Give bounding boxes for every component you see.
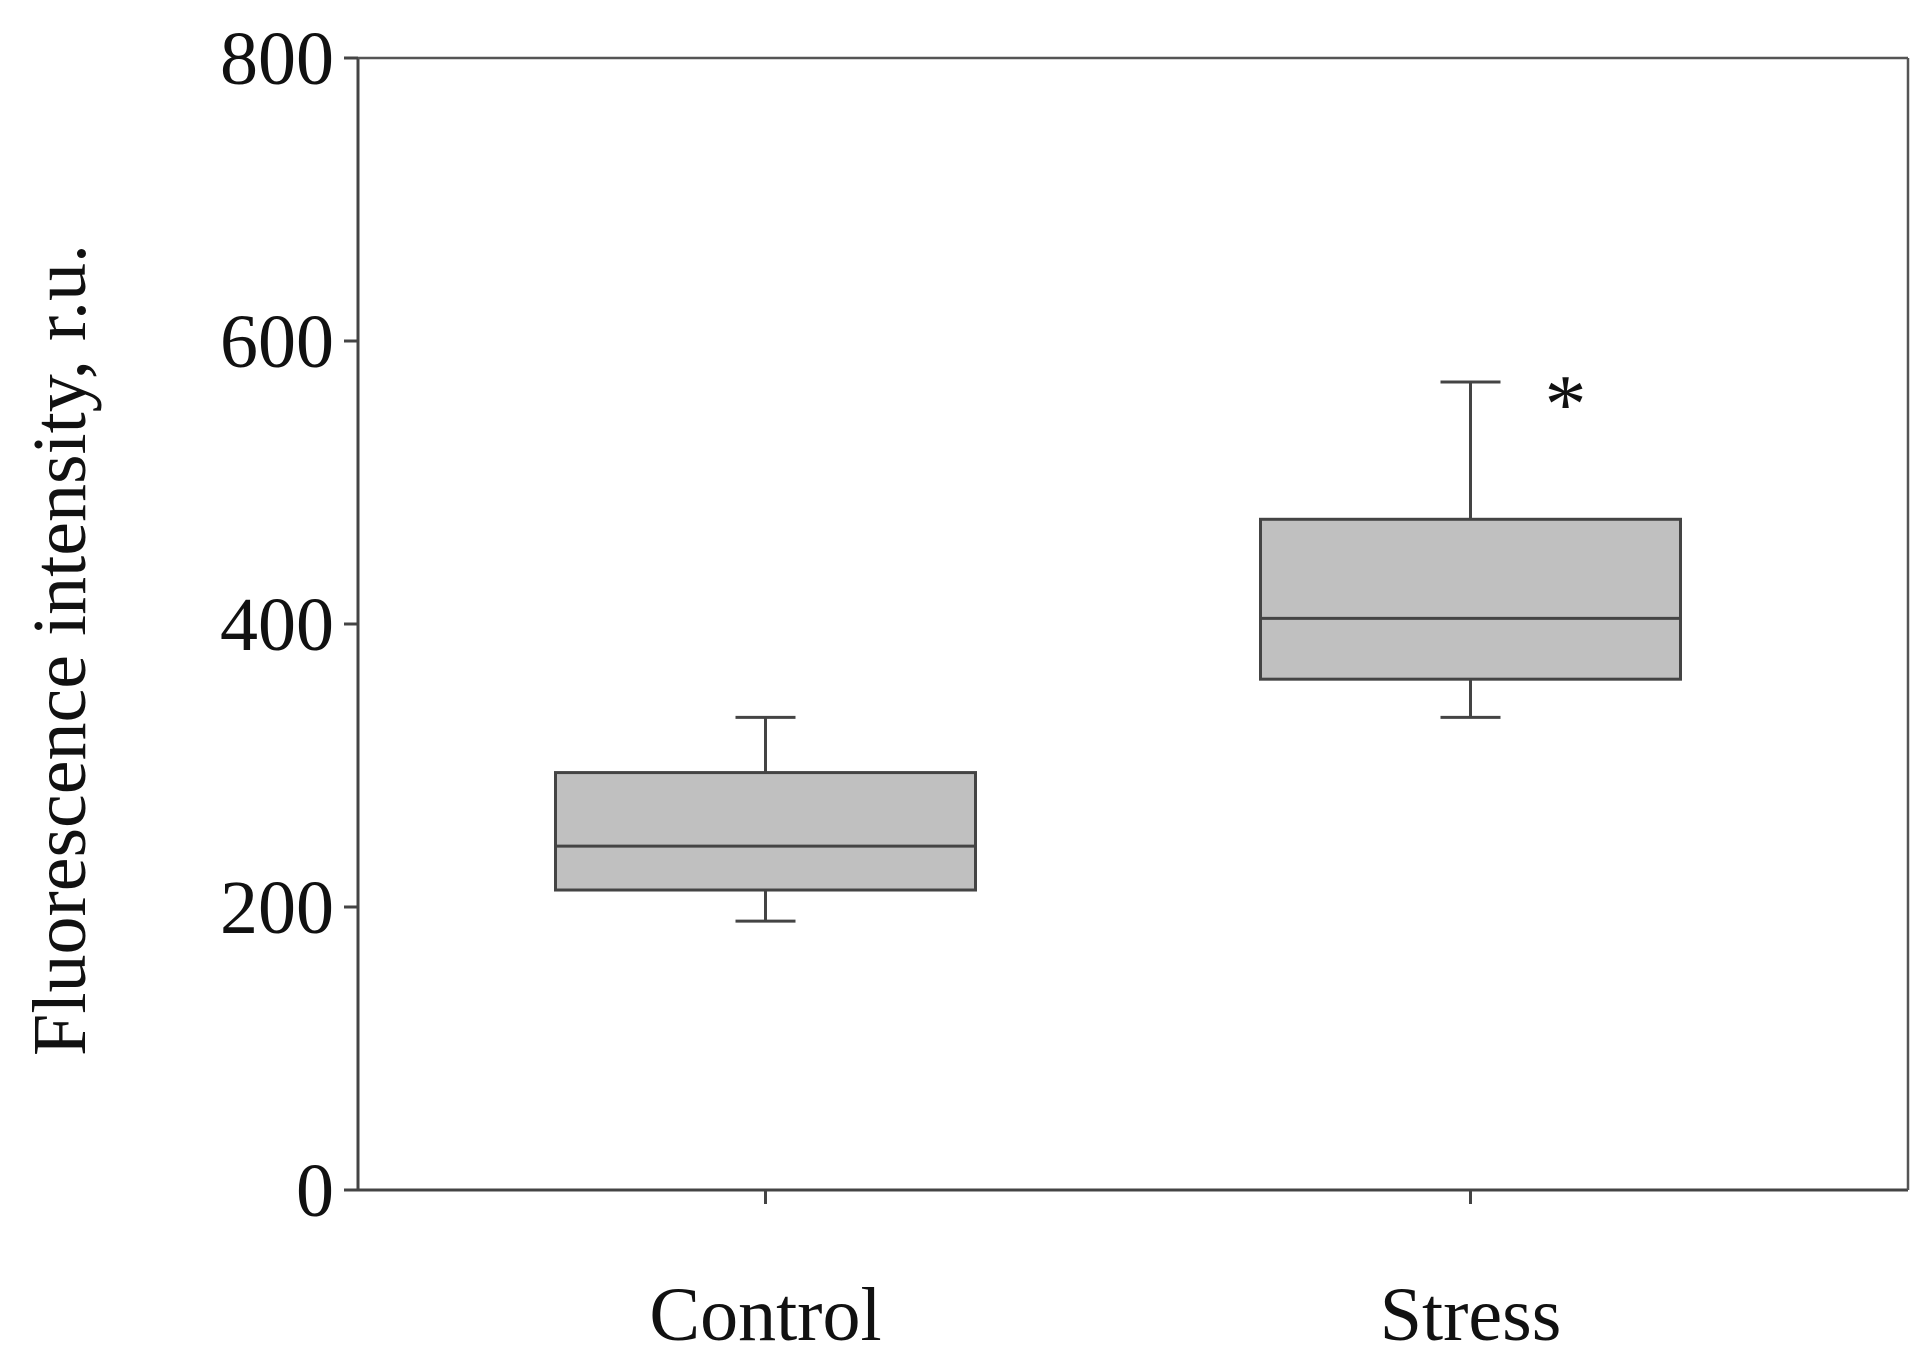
- y-axis: 0 200 400 600 800: [220, 17, 358, 1233]
- iqr-box: [1259, 517, 1682, 681]
- box-series: [554, 380, 1682, 923]
- annotations: *: [1545, 358, 1587, 451]
- y-axis-label: Fluorescence intensity, r.u.: [18, 244, 102, 1056]
- x-axis: Control Stress: [649, 1190, 1561, 1357]
- y-tick-label: 600: [220, 300, 334, 384]
- y-tick-label: 200: [220, 866, 334, 950]
- significance-marker: *: [1545, 358, 1587, 451]
- iqr-box: [554, 771, 977, 892]
- y-tick-label: 400: [220, 583, 334, 667]
- y-tick-label: 0: [296, 1149, 334, 1233]
- x-tick-label: Stress: [1380, 1273, 1562, 1357]
- box-stress: [1259, 380, 1682, 719]
- x-tick-label: Control: [649, 1273, 881, 1357]
- box-control: [554, 715, 977, 923]
- y-tick-label: 800: [220, 17, 334, 101]
